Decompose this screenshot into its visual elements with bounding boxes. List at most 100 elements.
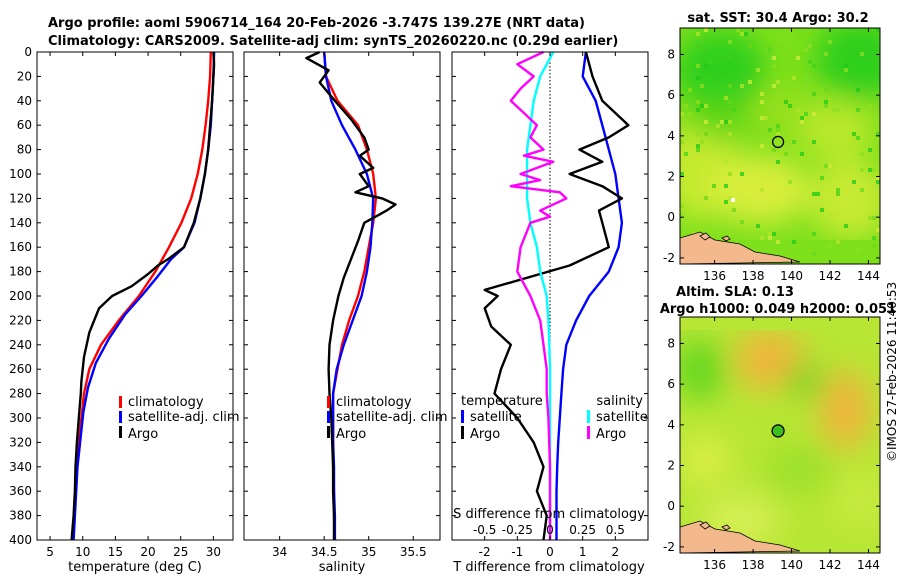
map-xtick-label: 138 [742,269,765,283]
sst-pixel [708,116,712,120]
sst-pixel [820,208,824,212]
ytick-label: 40 [17,94,32,108]
sst-pixel [812,192,816,196]
sst-pixel [816,192,820,196]
temperature-xticks: 5 10 15 20 25 30 [46,52,221,559]
sst-pixel [836,240,840,244]
sst-pixel [852,180,856,184]
sst-pixel [704,120,708,124]
sla-map-title: Altim. SLA: 0.13 [676,285,794,300]
series-line-2 [70,51,216,541]
legend-swatch-sal-satellite [587,410,590,423]
legend-label-sal-satellite: satellite [596,410,648,425]
sst-pixel [712,184,716,188]
map-ytick-label: 4 [667,129,675,143]
s-xtick-label: -0.5 [473,523,496,537]
sst-pixel [812,112,816,116]
sst-pixel [724,200,728,204]
s-xtick-label: -0.25 [502,523,533,537]
difference-panel: -2 -1 0 1 2 -0.5 -0.25 0 0.25 0.5 S difference f… [451,50,649,575]
sst-pixel [696,76,700,80]
map-ytick-label: 2 [667,459,675,473]
sst-pixel [704,28,708,32]
sst-pixel [740,172,744,176]
sst-pixel [876,228,880,232]
legend-swatch-temp-argo [461,426,464,439]
sst-pixel [680,204,684,208]
temperature-panel: 5 10 15 20 25 30 0 20 40 60 80 100 120 140 160 180 200 2… [9,45,240,575]
xtick-label: 20 [140,545,155,559]
map-ytick-label: 6 [667,88,675,102]
sst-pixel [876,28,880,32]
sst-pixel [756,224,760,228]
sst-pixel-texture [680,28,880,260]
sst-pixel [748,44,752,48]
salinity-xticks: 34 34.5 35 35.5 [272,52,427,559]
map-ytick-label: 8 [667,47,675,61]
sst-pixel [728,100,732,104]
map-xtick-label: 140 [780,558,803,572]
sst-pixel [724,96,728,100]
sst-pixel [712,212,716,216]
xtick-label: 1 [579,545,587,559]
sst-pixel [756,68,760,72]
salinity-series-group [305,50,397,541]
sst-pixel [856,88,860,92]
difference-ytick-marks [452,51,648,541]
sst-pixel [812,140,816,144]
map-xtick-label: 144 [857,269,880,283]
sst-pixel [868,168,872,172]
s-xtick-label: 0.5 [606,523,625,537]
temperature-xlabel: temperature (deg C) [68,560,202,575]
sst-pixel [740,220,744,224]
ytick-label: 320 [9,435,32,449]
sst-field [680,28,880,264]
sst-pixel [744,156,748,160]
sst-pixel [800,120,804,124]
sst-pixel [728,132,732,136]
legend-swatch-climatology [119,396,122,408]
sst-pixel [684,152,688,156]
sst-pixel [828,244,832,248]
sst-pixel [696,144,700,148]
sst-pixel [704,132,708,136]
sst-pixel [856,248,860,252]
sst-pixel [768,128,772,132]
sst-pixel [776,240,780,244]
t-difference-xticks: -2 -1 0 1 2 [479,52,619,559]
sst-pixel [688,88,692,92]
chart-title-line2: Climatology: CARS2009. Satellite-adj cli… [48,34,618,49]
s-difference-xlabel: S difference from climatology [453,507,645,522]
sst-pixel [724,184,728,188]
ytick-label: 280 [9,387,32,401]
series-line-3 [509,50,568,540]
sst-pixel [788,104,792,108]
legend-label-sal-argo: Argo [596,427,626,442]
sst-pixel [760,92,764,96]
ytick-label: 340 [9,460,32,474]
sst-pixel [696,148,700,152]
legend-label-climatology: climatology [336,395,412,410]
sst-pixel [828,152,832,156]
sst-pixel [824,52,828,56]
sst-pixel [824,104,828,108]
s-difference-tick-labels: -0.5 -0.25 0 0.25 0.5 [473,523,625,537]
salinity-legend: climatology satellite-adj. clim Argo [327,395,448,442]
sst-pixel [860,188,864,192]
sst-pixel [836,188,840,192]
ytick-label: 180 [9,265,32,279]
sst-pixel [680,112,684,116]
sst-map-panel: sat. SST: 30.4 Argo: 30.2 136 138 140 142 14… [663,11,881,283]
sst-pixel [824,88,828,92]
xtick-label: -2 [479,545,491,559]
sst-pixel [728,56,732,60]
legend-label-temp-satellite: satellite [470,410,522,425]
sst-pixel [680,140,684,144]
sst-pixel [776,124,780,128]
sst-pixel [712,28,716,32]
sst-pixel [704,64,708,68]
sst-pixel [868,104,872,108]
sst-pixel [732,208,736,212]
legend-label-satellite-adj: satellite-adj. clim [128,410,240,425]
